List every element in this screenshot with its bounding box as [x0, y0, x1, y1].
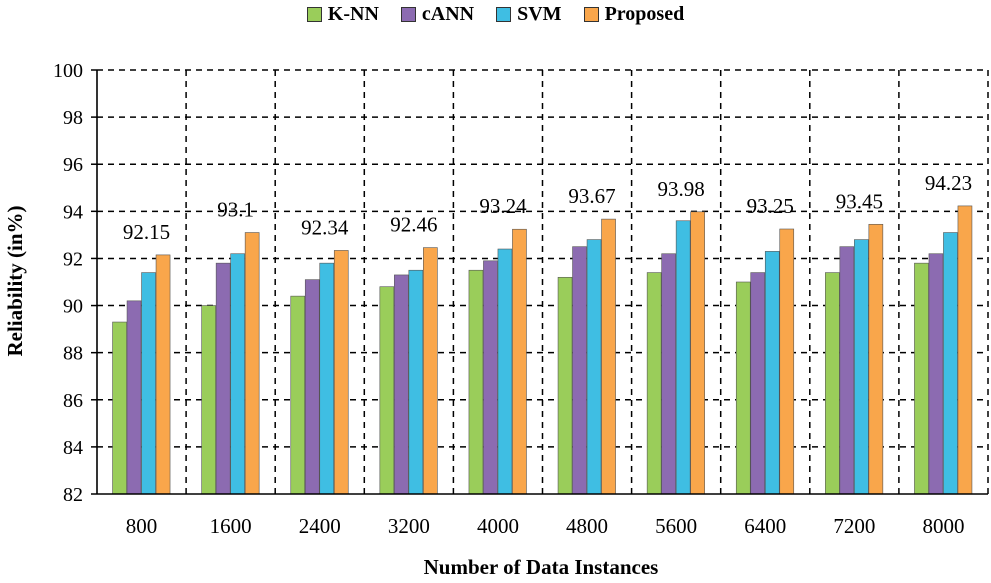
legend-label: Proposed [604, 3, 685, 25]
bar-svm [943, 232, 958, 495]
x-tick-label: 4000 [477, 514, 519, 538]
bar-svm [230, 253, 245, 495]
bar-cann [215, 262, 231, 495]
bar-svm [141, 272, 156, 495]
bar-cann [126, 300, 142, 495]
bar-cann [394, 274, 409, 495]
y-tick-label: 98 [63, 107, 83, 129]
legend-swatch [306, 7, 322, 22]
bar-k-nn [914, 262, 929, 495]
bar-proposed [957, 205, 973, 495]
legend-item: cANN [400, 3, 475, 26]
bar-svm [764, 251, 780, 495]
bar-svm [586, 239, 602, 495]
bar-proposed [333, 250, 349, 495]
bar-svm [675, 220, 691, 495]
legend-swatch [583, 7, 599, 22]
y-tick-label: 82 [63, 484, 83, 506]
data-label: 93.67 [568, 184, 615, 208]
bar-k-nn [646, 272, 662, 495]
bar-k-nn [201, 305, 216, 495]
data-label: 93.1 [217, 198, 254, 222]
legend-swatch [400, 7, 416, 22]
bar-proposed [512, 228, 527, 495]
data-label: 93.24 [479, 194, 527, 218]
bar-k-nn [557, 276, 573, 495]
y-tick-label: 96 [63, 154, 83, 176]
data-label: 93.45 [836, 189, 883, 213]
bar-svm [319, 262, 335, 495]
x-tick-label: 2400 [299, 514, 341, 538]
y-tick-label: 86 [63, 390, 83, 412]
x-tick-label: 8000 [922, 514, 964, 538]
bar-cann [750, 272, 766, 495]
legend-item: Proposed [583, 3, 685, 26]
bar-svm [497, 248, 513, 495]
data-label: 92.46 [390, 213, 437, 237]
bar-proposed [155, 254, 171, 495]
y-tick-label: 94 [63, 201, 83, 223]
y-tick-label: 88 [63, 343, 83, 365]
bar-k-nn [468, 269, 484, 495]
bar-proposed [868, 223, 884, 495]
bar-k-nn [290, 295, 306, 495]
data-label: 92.34 [301, 215, 349, 239]
legend-label: K-NN [327, 3, 379, 25]
y-axis-label: Reliability (in%) [3, 205, 27, 356]
x-tick-label: 1600 [210, 514, 252, 538]
x-tick-label: 6400 [744, 514, 786, 538]
bar-cann [928, 253, 944, 495]
x-tick-label: 800 [126, 514, 158, 538]
bar-cann [572, 246, 587, 495]
bar-k-nn [825, 272, 840, 495]
bar-proposed [244, 232, 260, 495]
legend-label: cANN [421, 3, 475, 25]
legend-label: SVM [517, 3, 562, 25]
legend-item: SVM [496, 3, 562, 26]
bar-k-nn [112, 321, 127, 495]
legend-swatch [496, 7, 512, 22]
bar-k-nn [379, 286, 395, 495]
bar-svm [408, 269, 424, 495]
y-tick-label: 90 [63, 296, 83, 318]
x-tick-label: 7200 [833, 514, 875, 538]
bar-cann [483, 260, 498, 495]
bar-proposed [690, 211, 705, 495]
x-tick-label: 5600 [655, 514, 697, 538]
data-label: 92.15 [123, 220, 170, 244]
x-tick-label: 3200 [388, 514, 430, 538]
legend-item: K-NN [306, 3, 379, 26]
data-label: 93.25 [747, 194, 794, 218]
y-tick-label: 100 [53, 60, 83, 82]
bar-proposed [601, 218, 616, 495]
data-label: 94.23 [925, 171, 972, 195]
data-labels: 92.15 93.1 92.34 92.46 93.24 93.67 93.98 93.25 9… [123, 171, 972, 244]
bar-cann [661, 253, 676, 495]
bar-proposed [423, 247, 438, 495]
legend: K-NN cANN SVM Proposed [0, 3, 991, 26]
axes: 82 84 86 88 90 92 94 96 98 100 800 1600 2400 3200 4000… [53, 60, 988, 538]
x-tick-label: 4800 [566, 514, 608, 538]
bars [112, 205, 973, 495]
y-tick-label: 92 [63, 248, 83, 270]
x-axis-label: Number of Data Instances [424, 555, 659, 579]
y-tick-label: 84 [63, 437, 83, 459]
data-label: 93.98 [658, 177, 705, 201]
bar-proposed [779, 228, 795, 495]
bar-svm [854, 239, 869, 495]
bar-k-nn [735, 281, 751, 495]
bar-cann [304, 279, 320, 495]
bar-cann [839, 246, 855, 495]
